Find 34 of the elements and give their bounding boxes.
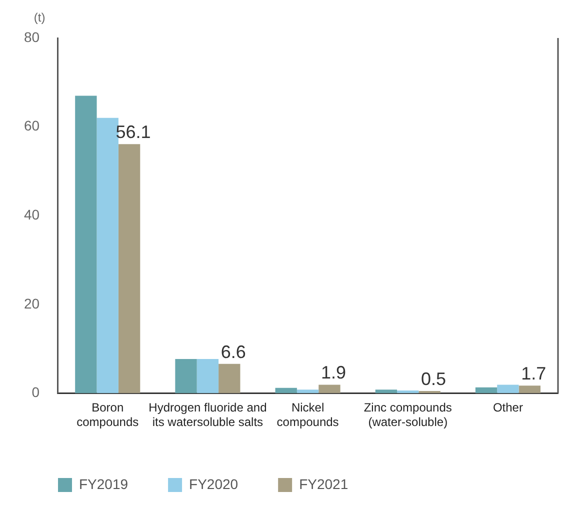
data-label: 6.6 (220, 342, 246, 362)
bar (375, 390, 398, 394)
y-tick-label: 40 (24, 206, 40, 222)
bar (418, 390, 440, 394)
bar (96, 118, 118, 394)
bar (296, 390, 319, 394)
y-tick-label: 20 (24, 295, 40, 312)
y-tick-label: 0 (32, 384, 40, 400)
x-tick-label: Other (492, 400, 523, 415)
x-tick-label: Zinc compounds (water-soluble) (364, 400, 452, 430)
data-label: 56.1 (116, 122, 151, 142)
data-label: 1.9 (320, 362, 346, 383)
x-tick-label: Nickel compounds (276, 400, 339, 430)
bar (518, 386, 540, 394)
bar (275, 388, 297, 394)
bar (397, 390, 419, 394)
legend-label: FY2021 (299, 476, 348, 492)
bar (118, 144, 140, 394)
bar (75, 96, 97, 394)
bar (175, 359, 197, 394)
bar (196, 359, 219, 394)
data-label: 0.5 (421, 368, 446, 389)
y-axis-title: (t) (34, 10, 46, 24)
data-label: 1.7 (521, 364, 546, 384)
bar (218, 364, 240, 394)
bar (318, 384, 340, 394)
y-tick-label: 80 (24, 28, 40, 45)
y-tick-label: 60 (24, 118, 40, 134)
bar (497, 384, 519, 394)
x-tick-label: Boron compounds (76, 400, 139, 430)
legend-label: FY2019 (79, 476, 128, 492)
x-tick-label: Hydrogen fluoride and its watersoluble salts (148, 400, 267, 430)
bar (475, 387, 498, 394)
legend-label: FY2020 (189, 476, 238, 492)
